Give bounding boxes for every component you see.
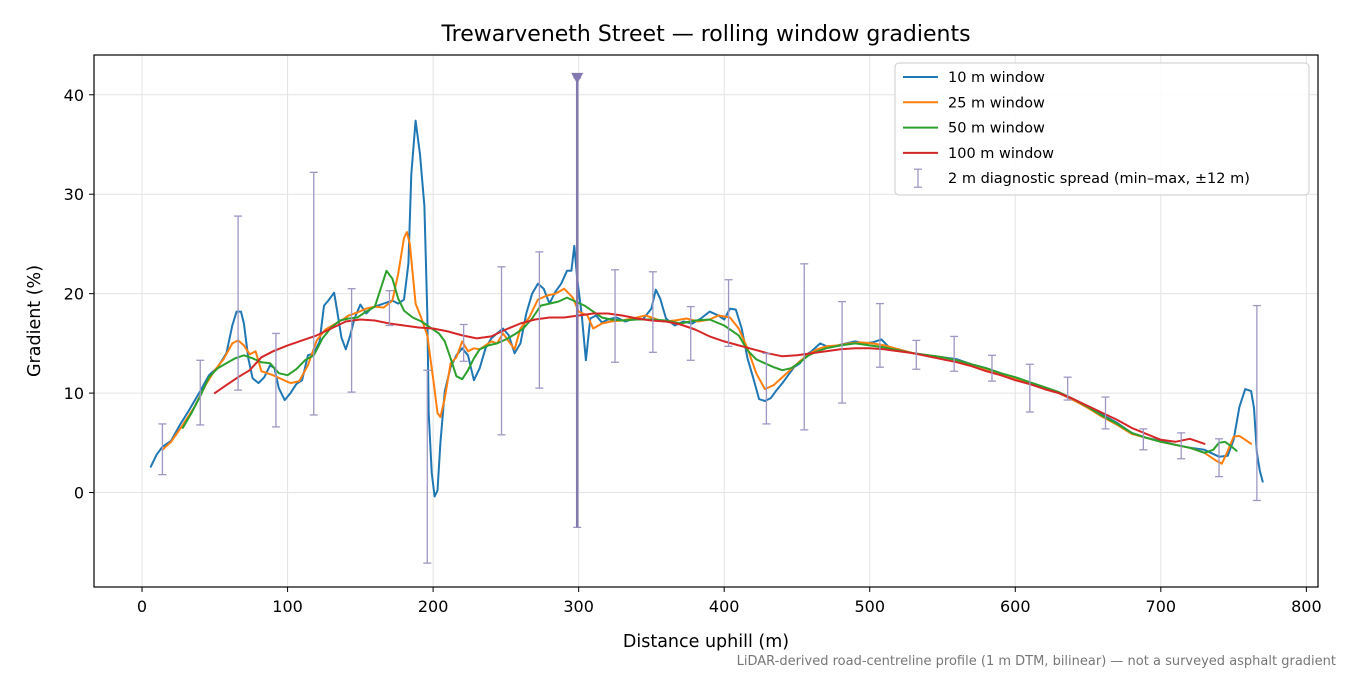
x-tick-label: 500: [854, 597, 885, 616]
x-tick-label: 700: [1146, 597, 1177, 616]
spread-errorbar: [875, 302, 884, 368]
spread-errorbar: [800, 263, 809, 431]
spread-errorbar: [1215, 438, 1224, 478]
spread-errorbar: [1252, 304, 1261, 502]
legend-entry: 100 m window: [903, 146, 1054, 162]
spread-errorbar: [158, 423, 167, 476]
spread-errorbar: [497, 266, 506, 436]
legend-label: 10 m window: [948, 70, 1045, 86]
legend: 10 m window 25 m window 50 m window 100 m w…: [894, 62, 1310, 196]
x-tick-label: 300: [563, 597, 594, 616]
series-line-25m: [161, 231, 1253, 465]
legend-box: [894, 62, 1310, 196]
x-axis: 0 100 200 300 400 500 600 700 800: [137, 587, 1322, 616]
spread-errorbar: [535, 251, 544, 389]
spread-errorbar: [838, 300, 847, 404]
legend-items: 10 m window 25 m window 50 m window 100 m w…: [903, 70, 1250, 188]
spread-errorbar: [912, 339, 921, 370]
spread-errorbar: [234, 215, 243, 391]
x-tick-label: 800: [1291, 597, 1322, 616]
x-tick-label: 600: [1000, 597, 1031, 616]
spread-errorbar: [385, 290, 394, 327]
y-tick-label: 30: [64, 185, 84, 204]
y-axis: 0 10 20 30 40: [64, 86, 94, 503]
legend-entry: 10 m window: [903, 70, 1045, 86]
y-tick-label: 40: [64, 86, 84, 105]
spread-errorbar: [724, 279, 733, 348]
legend-label: 25 m window: [948, 95, 1045, 111]
x-tick-label: 200: [418, 597, 449, 616]
spread-errorbar: [1025, 363, 1034, 413]
series-line-100m: [213, 312, 1206, 445]
x-tick-label: 400: [709, 597, 740, 616]
spread-errorbar: [347, 288, 356, 393]
legend-entry: 50 m window: [903, 121, 1045, 137]
diagnostic-spread-bars: [158, 72, 1261, 564]
spread-errorbar: [1177, 432, 1186, 460]
spread-errorbar: [987, 354, 996, 382]
spread-max-marker: [571, 72, 584, 84]
y-tick-label: 10: [64, 384, 84, 403]
spread-errorbar: [1139, 428, 1148, 451]
spread-errorbar: [196, 359, 205, 426]
legend-label: 2 m diagnostic spread (min–max, ±12 m): [948, 171, 1250, 187]
series-line-50m: [181, 269, 1238, 454]
x-tick-label: 0: [137, 597, 147, 616]
footnote: LiDAR-derived road-centreline profile (1…: [737, 654, 1336, 669]
x-axis-label: Distance uphill (m): [623, 632, 789, 652]
legend-entry: 25 m window: [903, 95, 1045, 111]
spread-errorbar: [459, 323, 468, 362]
spread-errorbar: [1101, 396, 1110, 430]
spread-errorbar: [309, 171, 318, 416]
spread-errorbar: [950, 335, 959, 372]
spread-errorbar: [611, 269, 620, 363]
spread-errorbar: [1063, 376, 1072, 401]
legend-entry: 2 m diagnostic spread (min–max, ±12 m): [914, 168, 1250, 188]
spread-errorbar: [271, 332, 280, 428]
spread-errorbar: [762, 352, 771, 425]
x-tick-label: 100: [272, 597, 303, 616]
legend-label: 100 m window: [948, 146, 1054, 162]
y-axis-label: Gradient (%): [25, 265, 45, 377]
y-tick-label: 0: [74, 484, 84, 503]
spread-errorbar: [423, 369, 432, 564]
plot-frame: [93, 54, 1319, 588]
legend-label: 50 m window: [948, 121, 1045, 137]
y-tick-label: 20: [64, 285, 84, 304]
spread-errorbar: [648, 271, 657, 353]
chart-title: Trewarveneth Street — rolling window gra…: [440, 22, 970, 47]
spread-errorbar: [686, 305, 695, 361]
